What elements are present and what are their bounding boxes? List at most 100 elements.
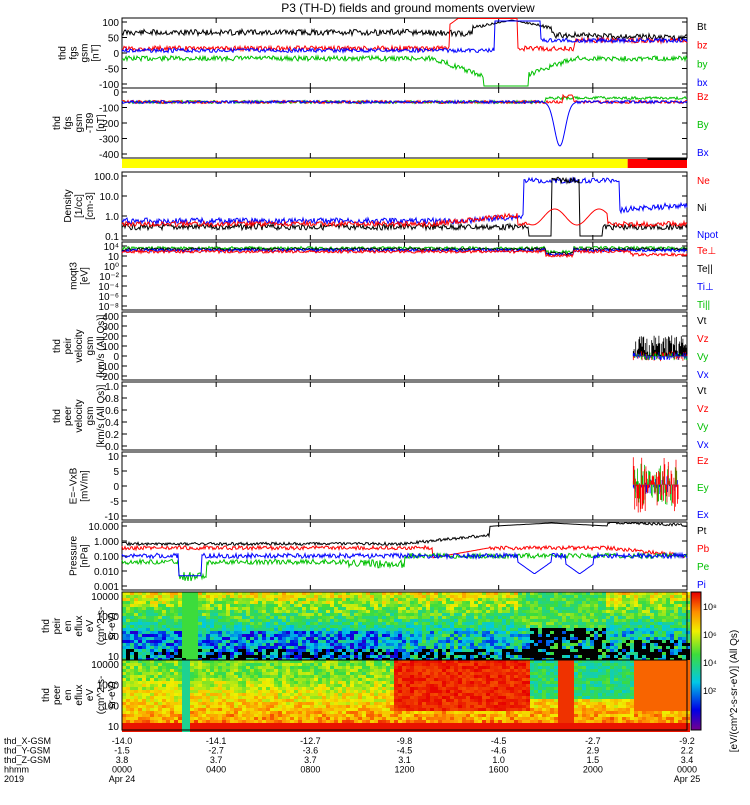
spectrogram-cell [202,687,206,690]
spectrogram-cell [346,613,350,616]
spectrogram-cell [222,631,226,634]
spectrogram-cell [226,690,230,693]
spectrogram-cell [542,610,546,613]
spectrogram-cell [378,622,382,625]
spectrogram-cell [490,631,494,634]
spectrogram-cell [238,625,242,628]
spectrogram-cell [126,631,130,634]
spectrogram-cell [230,723,234,726]
spectrogram-cell [358,655,362,658]
spectrogram-cell [142,723,146,726]
spectrogram-cell [370,625,374,628]
spectrogram-cell [214,675,218,678]
spectrogram-cell [162,663,166,666]
spectrogram-cell [406,631,410,634]
spectrogram-cell [558,613,562,616]
spectrogram-cell [198,643,202,646]
spectrogram-cell [566,610,570,613]
spectrogram-cell [370,613,374,616]
spectrogram-cell [478,640,482,643]
spectrogram-cell [286,613,290,616]
spectrogram-cell [290,690,294,693]
spectrogram-cell [146,649,150,652]
spectrogram-cell [266,595,270,598]
spectrogram-cell [390,652,394,655]
spectrogram-cell [618,619,622,622]
spectrogram-cell [398,637,402,640]
spectrogram-cell [230,696,234,699]
spectrogram-cell [670,601,674,604]
spectrogram-cell [218,708,222,711]
y-tick-label: 0.6 [105,406,119,417]
spectrogram-cell [294,672,298,675]
spectrogram-cell [294,666,298,669]
spectrogram-cell [178,601,182,604]
spectrogram-cell [274,681,278,684]
spectrogram-cell [206,666,210,669]
spectrogram-cell [278,655,282,658]
spectrogram-cell [162,711,166,714]
spectrogram-cell [246,643,250,646]
spectrogram-cell [350,601,354,604]
spectrogram-cell [350,595,354,598]
spectrogram-cell [350,622,354,625]
spectrogram-cell [682,631,686,634]
spectrogram-cell [658,634,662,637]
mode-bar-yellow [122,159,628,168]
spectrogram-cell [258,643,262,646]
spectrogram-cell [626,649,630,652]
y-axis-label-line: [km/s (All Qs)] [96,384,107,447]
spectrogram-cell [318,684,322,687]
spectrogram-cell [306,649,310,652]
spectrogram-cell [450,628,454,631]
spectrogram-cell [358,631,362,634]
spectrogram-cell [154,663,158,666]
spectrogram-cell [566,649,570,652]
spectrogram-cell [602,595,606,598]
spectrogram-cell [254,675,258,678]
spectrogram-cell [226,637,230,640]
spectrogram-cell [230,646,234,649]
spectrogram-cell [130,702,134,705]
spectrogram-cell [174,637,178,640]
spectrogram-cell [146,613,150,616]
spectrogram-cell [194,720,198,723]
spectrogram-cell [434,637,438,640]
spectrogram-cell [486,610,490,613]
spectrogram-cell [326,687,330,690]
spectrogram-cell [562,595,566,598]
spectrogram-cell [306,604,310,607]
spectrogram-cell [646,631,650,634]
spectrogram-cell [414,640,418,643]
spectrogram-cell [294,711,298,714]
spectrogram-cell [418,619,422,622]
spectrogram-cell [410,655,414,658]
spectrogram-cell [658,655,662,658]
spectrogram-cell [494,649,498,652]
spectrogram-cell [442,628,446,631]
spectrogram-cell [146,622,150,625]
spectrogram-cell [570,616,574,619]
spectrogram-cell [406,601,410,604]
spectrogram-cell [158,690,162,693]
spectrogram-cell [318,607,322,610]
spectrogram-cell [574,634,578,637]
spectrogram-cell [286,643,290,646]
series-Ne [122,209,687,226]
spectrogram-cell [262,696,266,699]
spectrogram-cell [178,684,182,687]
spectrogram-cell [406,610,410,613]
spectrogram-cell [418,625,422,628]
spectrogram-cell [358,640,362,643]
spectrogram-cell [178,666,182,669]
spectrogram-cell [334,625,338,628]
spectrogram-cell [386,640,390,643]
spectrogram-cell [526,649,530,652]
spectrogram-cell [614,622,618,625]
spectrogram-cell [366,631,370,634]
spectrogram-cell [302,687,306,690]
spectrogram-cell [150,672,154,675]
spectrogram-cell [634,640,638,643]
spectrogram-cell [606,607,610,610]
spectrogram-cell [330,708,334,711]
